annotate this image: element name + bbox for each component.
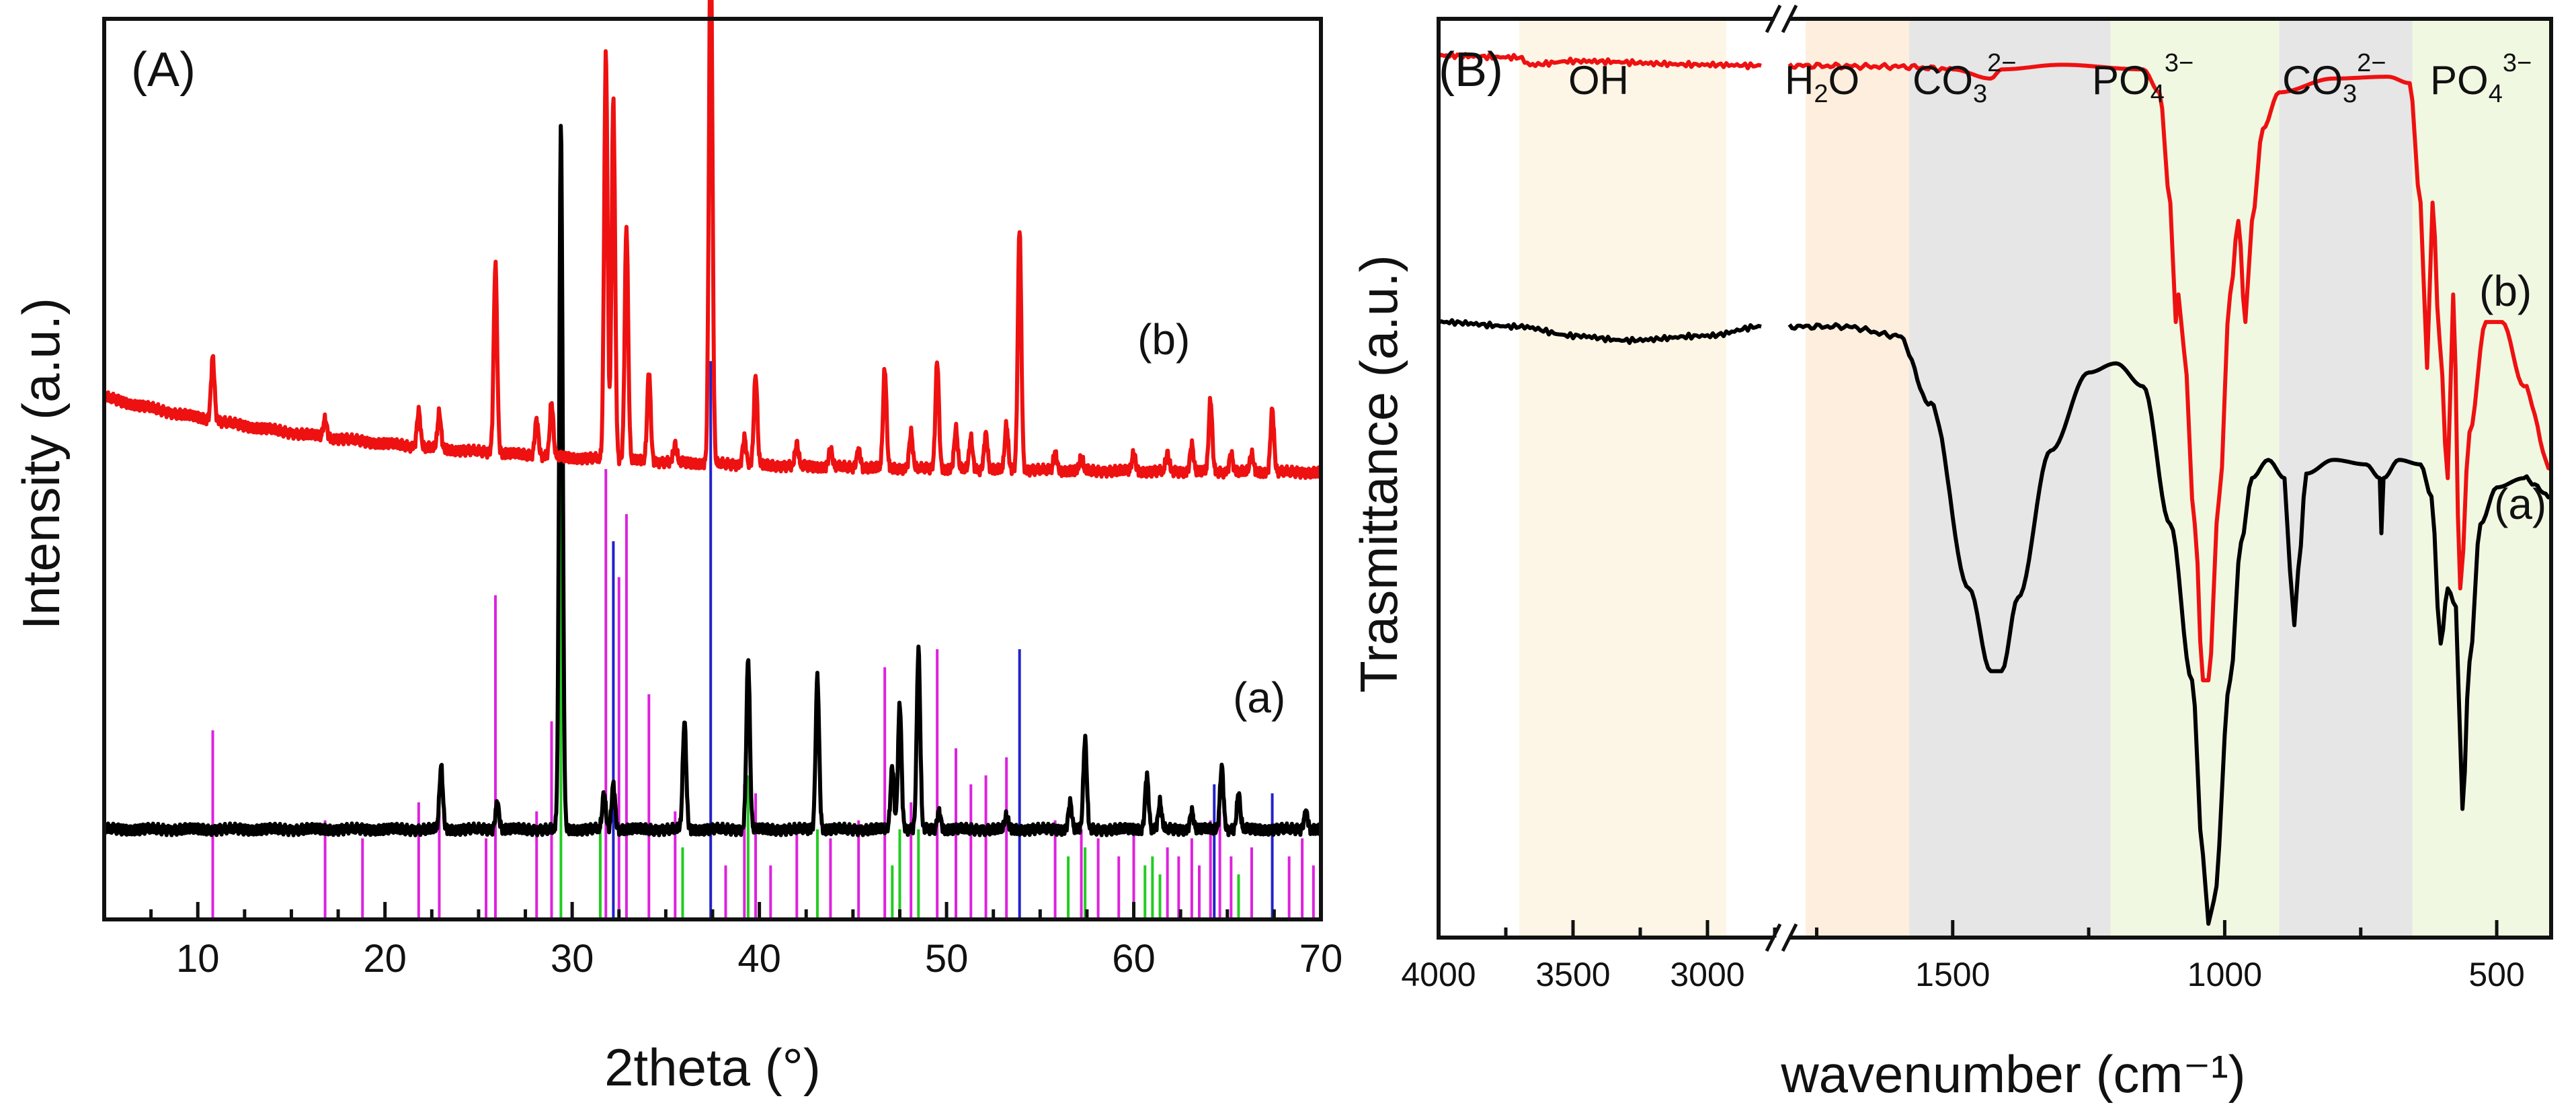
ftir-x-tick-label: 1500 [1915, 956, 1990, 993]
band-label-po4-2: PO43− [2430, 49, 2532, 108]
ftir-chart-panel: 4000 3500 3000 1500 1000 500 OH H2O CO32− PO4… [1349, 4, 2553, 1104]
ftir-series-a-segment-2 [1787, 322, 2552, 926]
ftir-x-tick-label: 500 [2468, 956, 2524, 993]
ftir-axis-break-top [1765, 4, 1798, 34]
band-label-co3-2: CO32− [2282, 49, 2386, 108]
ftir-band [1909, 19, 2111, 938]
ftir-x-tick-label: 1000 [2187, 956, 2262, 993]
ftir-panel-label: (B) [1439, 43, 1503, 97]
ftir-trace-label-b: (b) [2479, 267, 2532, 315]
xrd-x-tick-label: 30 [551, 937, 594, 981]
ftir-band [2279, 19, 2413, 938]
xrd-panel-label: (A) [131, 43, 196, 97]
ftir-band [2412, 19, 2551, 938]
ftir-x-tick-label: 3500 [1535, 956, 1610, 993]
xrd-trace-label-a: (a) [1233, 673, 1285, 722]
ftir-band [1806, 19, 1910, 938]
ftir-series-a-segment-1 [1437, 318, 1762, 345]
xrd-chart-panel: 10 20 30 40 50 60 70 (A) (b) (a) 2theta (°) In… [11, 0, 1342, 1097]
ftir-bands [1519, 19, 2551, 938]
xrd-x-ticks: 10 20 30 40 50 60 70 [102, 902, 1343, 981]
xrd-x-tick-label: 10 [176, 937, 220, 981]
band-label-oh: OH [1568, 58, 1629, 103]
xrd-x-axis-title: 2theta (°) [604, 1038, 821, 1097]
band-label-co3-1: CO32− [1913, 49, 2016, 108]
ftir-band [1519, 19, 1726, 938]
ftir-trace-label-a: (a) [2494, 480, 2546, 528]
xrd-series-b [102, 0, 1323, 481]
xrd-x-tick-label: 70 [1299, 937, 1343, 981]
xrd-y-axis-title: Intensity (a.u.) [11, 298, 71, 630]
band-label-h2o-main: H [1785, 58, 1814, 103]
band-label-h2o-tail: O [1828, 58, 1859, 103]
band-label-h2o-sub: 2 [1814, 80, 1828, 108]
xrd-reference-lines [211, 361, 1315, 919]
ftir-series-b-segment-1 [1437, 51, 1762, 71]
band-label-h2o: H2O [1785, 58, 1859, 108]
ftir-series-b-segment-2 [1787, 61, 2552, 683]
xrd-curves [102, 0, 1323, 837]
xrd-x-tick-label: 50 [925, 937, 969, 981]
xrd-x-tick-label: 40 [737, 937, 781, 981]
band-label-po4-1: PO43− [2092, 49, 2193, 108]
ftir-x-axis-title: wavenumber (cm⁻¹) [1780, 1044, 2245, 1104]
xrd-x-tick-label: 60 [1112, 937, 1156, 981]
ftir-plot-frame [1437, 17, 2553, 940]
xrd-trace-label-b: (b) [1137, 315, 1190, 364]
ftir-x-tick-label: 4000 [1401, 956, 1476, 993]
ftir-x-ticks: 4000 3500 3000 1500 1000 500 [1401, 920, 2525, 993]
ftir-x-tick-label: 3000 [1670, 956, 1744, 993]
xrd-series-a [102, 124, 1323, 837]
ftir-curves [1437, 51, 2552, 926]
ftir-y-axis-title: Trasmittance (a.u.) [1349, 255, 1408, 693]
xrd-x-tick-label: 20 [363, 937, 407, 981]
